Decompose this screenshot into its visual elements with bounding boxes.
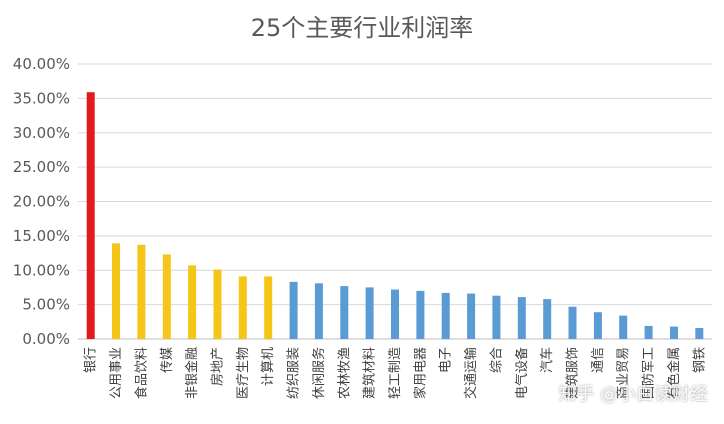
y-tick-label: 40.00% — [13, 55, 70, 73]
bar — [695, 328, 704, 339]
x-tick-label: 食品饮料 — [133, 347, 149, 399]
chart-title: 25个主要行业利润率 — [250, 14, 474, 42]
x-tick-label: 纺织服装 — [287, 347, 302, 399]
x-tick-label: 房地产 — [209, 347, 225, 386]
x-tick-label: 医疗生物 — [236, 347, 251, 399]
x-tick-label: 通信 — [591, 347, 606, 373]
x-tick-label: 非银金融 — [184, 347, 200, 399]
y-tick-label: 15.00% — [13, 227, 70, 245]
bar — [391, 289, 399, 339]
y-tick-label: 30.00% — [13, 124, 70, 142]
x-tick-label: 钢铁 — [692, 347, 707, 373]
x-tick-label: 银行 — [84, 347, 99, 373]
x-tick-label: 有色金属 — [666, 347, 682, 399]
bar — [568, 306, 577, 339]
x-tick-label: 建筑材料 — [362, 347, 378, 399]
bar — [670, 326, 678, 339]
x-tick-label: 汽车 — [539, 347, 555, 373]
bar — [188, 265, 197, 339]
y-tick-label: 35.00% — [13, 89, 70, 107]
bar — [619, 315, 628, 339]
bar — [365, 287, 374, 339]
x-tick-label: 建筑服饰 — [565, 347, 581, 399]
x-tick-label: 农林牧渔 — [337, 347, 352, 399]
bar — [441, 292, 450, 339]
bar — [162, 254, 171, 339]
bar — [314, 283, 323, 339]
bar — [416, 290, 425, 339]
y-tick-label: 25.00% — [13, 158, 70, 176]
x-tick-label: 休闲服务 — [311, 347, 327, 399]
x-tick-label: 电气设备 — [514, 347, 530, 399]
bar — [644, 325, 653, 339]
bar — [492, 295, 501, 339]
bar — [137, 244, 146, 339]
y-tick-label: 20.00% — [13, 193, 70, 211]
watermark: 知乎 @小白读财经 — [558, 384, 708, 405]
bar — [593, 312, 602, 339]
bar — [340, 286, 349, 339]
bar — [112, 243, 120, 339]
bar — [238, 276, 247, 339]
bar — [543, 299, 552, 339]
x-tick-label: 传媒 — [160, 347, 175, 373]
bar — [467, 293, 476, 339]
bar — [289, 281, 298, 339]
x-tick-label: 轻工制造 — [388, 347, 403, 399]
x-tick-label: 公用事业 — [109, 347, 124, 399]
bar — [264, 276, 273, 339]
x-tick-label: 商业贸易 — [616, 347, 631, 399]
x-tick-label: 综合 — [489, 347, 504, 373]
bar — [86, 92, 95, 339]
bar — [213, 269, 222, 339]
x-tick-label: 交通运输 — [463, 347, 479, 399]
y-tick-label: 10.00% — [13, 261, 70, 279]
x-tick-label: 家用电器 — [412, 347, 428, 399]
bar — [517, 297, 526, 339]
y-tick-label: 0.00% — [22, 330, 70, 348]
x-tick-label: 国防军工 — [641, 347, 657, 399]
x-tick-label: 电子 — [439, 347, 454, 373]
y-tick-label: 5.00% — [22, 296, 70, 314]
x-tick-label: 计算机 — [261, 347, 276, 386]
